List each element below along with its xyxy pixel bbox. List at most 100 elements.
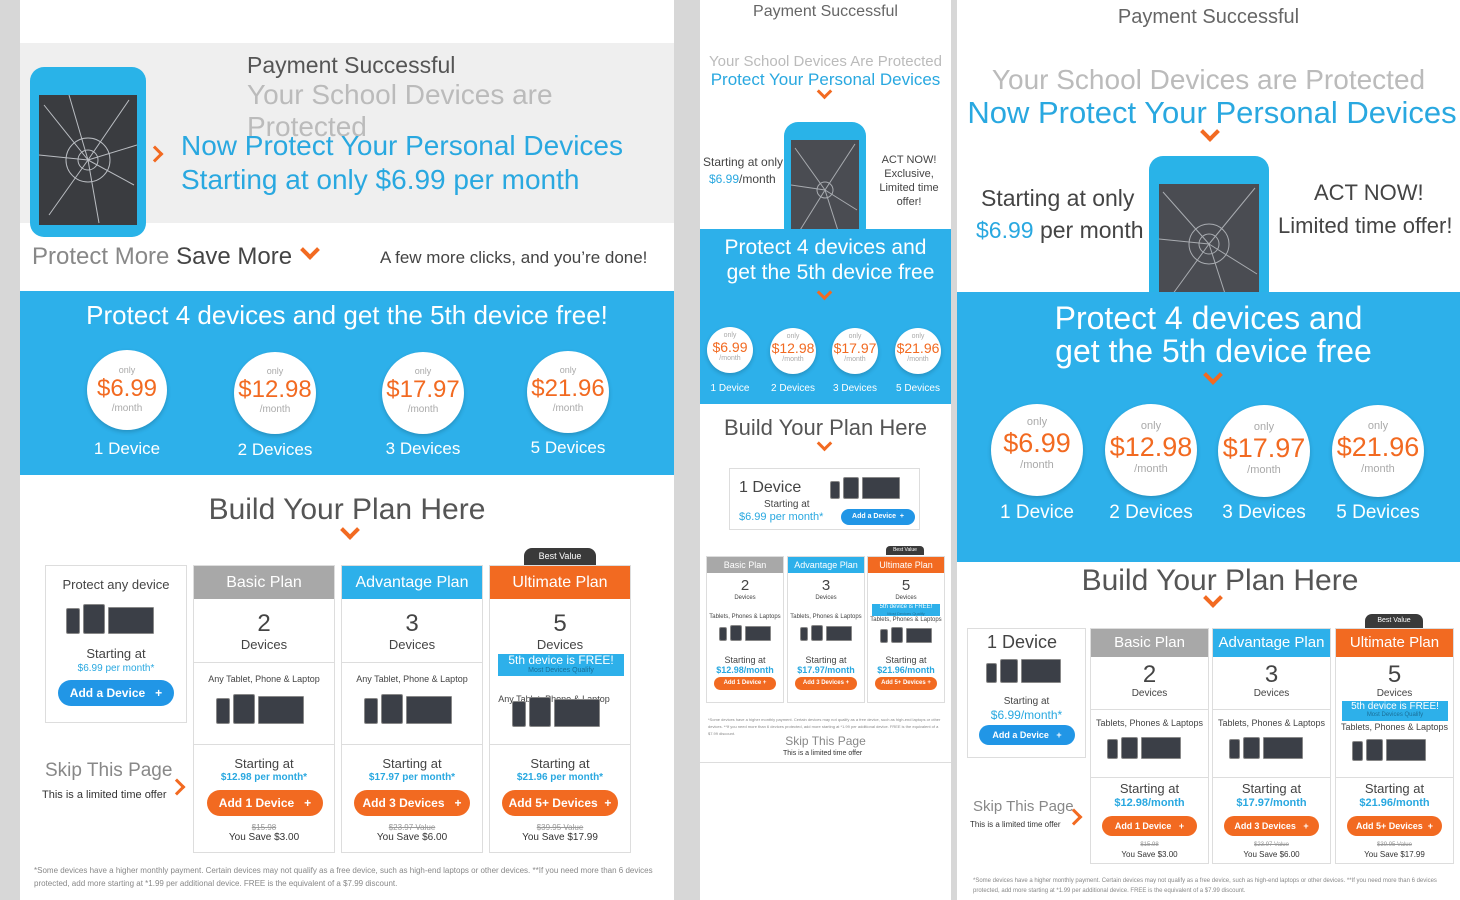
tablet-icon xyxy=(233,694,255,724)
price-circle-1[interactable]: only $6.99/month xyxy=(991,404,1083,496)
skip-page-link[interactable]: Skip This Page xyxy=(973,798,1074,815)
plan-starting: Starting at xyxy=(1119,781,1180,796)
button-label: Add a Device xyxy=(69,686,146,700)
button-label: Add 3 Devices xyxy=(1234,821,1296,831)
plan-count: 3 xyxy=(405,610,419,637)
laptop-icon xyxy=(554,699,600,727)
button-label: Add 5+ Devices xyxy=(508,796,598,810)
limited-offer-text: This is a limited time offer xyxy=(783,750,863,757)
add-a-device-button[interactable]: Add a Device + xyxy=(841,509,915,525)
device-icons xyxy=(1352,739,1426,761)
laptop-icon xyxy=(862,477,900,499)
any-price: $6.99 per month* xyxy=(77,663,155,674)
best-value-badge: Best Value xyxy=(524,548,596,565)
basic-plan-card: Basic Plan 2 Devices Tablets, Phones & L… xyxy=(1090,628,1209,864)
phone-icon xyxy=(216,698,230,724)
plan-price: $21.96 per month* xyxy=(516,772,604,783)
circle-label-3: 3 Devices xyxy=(385,439,461,458)
price-value: $6.99 xyxy=(96,375,158,402)
only-label: only xyxy=(723,332,737,339)
plan-types: Tablets, Phones & Laptops xyxy=(709,614,781,620)
plan-types: Tablets, Phones & Laptops xyxy=(790,614,862,620)
add-3-devices-button[interactable]: Add 3 Devices + xyxy=(795,677,857,690)
price-value: $17.97 xyxy=(1222,433,1306,463)
any-device-card: 1 Device Starting at $6.99 per month* Ad… xyxy=(729,468,920,530)
plan-strike: $23.97 Value xyxy=(1254,842,1289,848)
add-1-device-button[interactable]: Add 1 Device + xyxy=(714,677,776,690)
device-icons xyxy=(364,694,452,724)
price-circle-4[interactable]: only $21.96/month xyxy=(527,351,609,433)
month-label: /month xyxy=(782,356,804,363)
skip-page-link[interactable]: Skip This Page xyxy=(785,734,866,748)
device-icons xyxy=(830,477,900,499)
add-1-device-button[interactable]: Add 1 Device + xyxy=(1102,816,1197,836)
starting-at-only: Starting at only xyxy=(981,185,1135,211)
phone-icon xyxy=(1229,739,1240,759)
add-5-devices-button[interactable]: Add 5+ Devices + xyxy=(502,790,618,816)
price-circle-4[interactable]: only $21.96/month xyxy=(895,328,941,374)
plan-count: 2 xyxy=(740,577,750,594)
month-label: /month xyxy=(111,403,143,414)
add-5-devices-button[interactable]: Add 5+ Devices + xyxy=(875,677,937,690)
price-circle-4[interactable]: only $21.96/month xyxy=(1332,405,1424,497)
broken-phone-image xyxy=(784,122,866,242)
price-circle-3[interactable]: only $17.97/month xyxy=(832,328,878,374)
add-a-device-button[interactable]: Add a Device + xyxy=(58,680,174,706)
price-circle-1[interactable]: only $6.99/month xyxy=(87,350,167,430)
add-1-device-button[interactable]: Add 1 Device + xyxy=(207,790,323,816)
price-circle-3[interactable]: only $17.97/month xyxy=(1218,405,1310,497)
plan-types: Any Tablet, Phone & Laptop xyxy=(498,694,609,704)
month-label: /month xyxy=(1361,463,1395,475)
only-label: only xyxy=(1026,416,1048,428)
plan-save: You Save $17.99 xyxy=(522,832,598,843)
price-circle-2[interactable]: only $12.98/month xyxy=(234,352,316,434)
tablet-icon xyxy=(1121,737,1138,759)
tablet-icon xyxy=(843,477,859,499)
basic-plan-card: Basic Plan 2 Devices Tablets, Phones & L… xyxy=(706,556,784,703)
any-device-title: 1 Device xyxy=(987,632,1058,652)
tablet-icon xyxy=(1243,737,1260,759)
laptop-icon xyxy=(1021,659,1061,683)
ultimate-plan-card: Ultimate Plan 5 Devices 5th device is FR… xyxy=(867,556,945,703)
starting-at-only: Starting at only xyxy=(703,155,784,169)
free-banner: 5th device is FREE! Most Devices Qualify xyxy=(1342,701,1448,721)
build-plan-title: Build Your Plan Here xyxy=(208,493,486,526)
phone-icon xyxy=(880,629,888,643)
crack-lines xyxy=(1159,187,1258,306)
price-circle-1[interactable]: only $6.99/month xyxy=(707,327,753,373)
month-label: /month xyxy=(552,403,584,414)
add-5-devices-button[interactable]: Add 5+ Devices + xyxy=(1347,816,1442,836)
plan-save: You Save $17.99 xyxy=(1364,850,1425,859)
laptop-icon xyxy=(1263,737,1303,759)
device-icons xyxy=(216,694,304,724)
plan-price: $17.97/month xyxy=(1236,797,1307,809)
any-starting: Starting at xyxy=(764,499,810,510)
add-3-devices-button[interactable]: Add 3 Devices + xyxy=(354,790,470,816)
price-value: $12.98 xyxy=(771,340,815,356)
circle-label-4: 5 Devices xyxy=(530,438,606,457)
plan-devices: Devices xyxy=(240,637,288,652)
plus-icon: + xyxy=(297,796,312,810)
price-circle-2[interactable]: only $12.98/month xyxy=(1105,404,1197,496)
cracked-screen xyxy=(791,140,859,240)
protect-personal-heading: Now Protect Your Personal Devices xyxy=(181,130,623,161)
add-a-device-button[interactable]: Add a Device + xyxy=(979,725,1075,745)
offer: offer! xyxy=(896,196,922,208)
price-value: $21.96 xyxy=(1336,432,1420,462)
plan-count: 5 xyxy=(1387,661,1402,688)
price: $6.99 xyxy=(976,217,1034,243)
device-icons xyxy=(719,625,771,641)
device-icons xyxy=(1107,737,1181,759)
price-circle-2[interactable]: only $12.98/month xyxy=(770,328,816,374)
divider xyxy=(1091,777,1208,778)
price-circle-3[interactable]: only $17.97/month xyxy=(382,352,464,434)
free-banner: 5th device is FREE! Most Devices Qualify xyxy=(498,654,624,676)
price-value: $6.99 xyxy=(712,339,748,355)
any-price: $6.99 per month* xyxy=(739,511,824,523)
month-label: /month xyxy=(407,404,439,415)
plan-header: Basic Plan xyxy=(1091,629,1208,657)
protect-more-text: Protect More Save More xyxy=(32,243,292,271)
add-3-devices-button[interactable]: Add 3 Devices + xyxy=(1224,816,1319,836)
skip-page-link[interactable]: Skip This Page xyxy=(45,760,173,781)
month-label: /month xyxy=(907,356,929,363)
